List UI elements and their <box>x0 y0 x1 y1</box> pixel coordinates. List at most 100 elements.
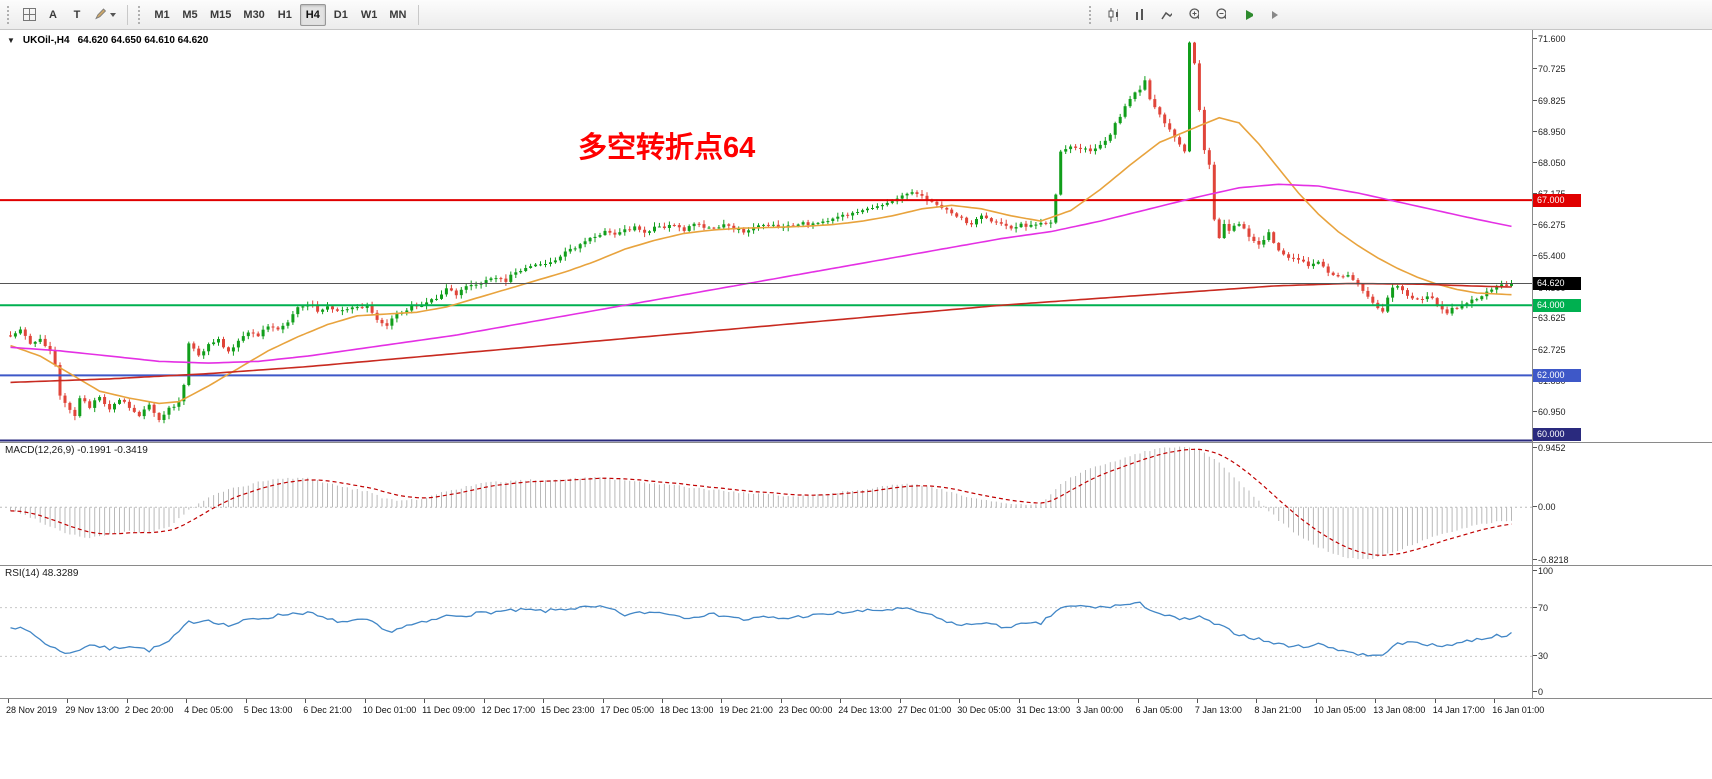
toolbar-grip[interactable] <box>7 5 13 24</box>
ma-slow-line <box>10 282 1512 384</box>
axis-tick-label: 30 <box>1532 651 1549 662</box>
axis-tick-label: 66.275 <box>1533 220 1566 231</box>
time-tick <box>1315 699 1317 703</box>
symbol-dropdown-arrow[interactable]: ▼ <box>7 36 15 45</box>
time-label: 17 Dec 05:00 <box>600 705 655 715</box>
time-label: 23 Dec 00:00 <box>778 705 833 715</box>
time-label: 16 Jan 01:00 <box>1492 705 1545 715</box>
time-tick <box>721 699 723 703</box>
axis-tick-label: 68.050 <box>1533 158 1566 169</box>
main-chart-canvas[interactable] <box>0 30 1532 442</box>
time-label: 11 Dec 09:00 <box>422 705 475 715</box>
rsi-panel[interactable]: RSI(14) 48.3289 <box>0 566 1532 699</box>
axis-tick-label: 68.950 <box>1533 126 1566 137</box>
timeframe-h4-button[interactable]: H4 <box>299 3 326 26</box>
timeframe-m5-button[interactable]: M5 <box>177 4 203 26</box>
timeframe-d1-button[interactable]: D1 <box>328 4 354 26</box>
time-label: 12 Dec 17:00 <box>481 705 536 715</box>
time-label: 3 Jan 00:00 <box>1076 705 1124 715</box>
timeframe-m30-button[interactable]: M30 <box>238 4 269 26</box>
time-tick <box>959 699 961 703</box>
time-axis[interactable]: 28 Nov 2019 29 Nov 13:00 2 Dec 20:00 4 Dec … <box>0 699 1712 779</box>
time-label: 31 Dec 13:00 <box>1016 705 1071 715</box>
toolbar: A T M1 M5 M15 M30 H1 H4 D1 W1 MN <box>0 0 1712 30</box>
price-axis[interactable]: 71.60070.72569.82568.95068.05067.17566.2… <box>1532 30 1712 443</box>
axis-tick-label: 71.600 <box>1533 33 1566 44</box>
candlestick-chart-icon[interactable] <box>1100 3 1125 26</box>
time-tick <box>1078 699 1080 703</box>
time-label: 8 Jan 21:00 <box>1254 705 1302 715</box>
auto-scroll-icon[interactable] <box>1235 3 1260 26</box>
macd-axis[interactable]: 0.9452 0.00 -0.8218 <box>1532 443 1712 566</box>
timeframe-w1-button[interactable]: W1 <box>356 4 383 26</box>
time-label: 7 Jan 13:00 <box>1194 705 1242 715</box>
time-tick <box>543 699 544 703</box>
macd-histogram <box>10 446 1512 560</box>
grid-icon <box>22 8 36 21</box>
axis-tick-label: 0.9452 <box>1533 443 1566 453</box>
time-tick <box>840 699 842 703</box>
chevron-down-icon <box>110 12 116 17</box>
axis-tick-label: 62.725 <box>1533 344 1566 355</box>
text-label-tool-button[interactable]: T <box>65 4 89 26</box>
chart-shift-icon[interactable] <box>1262 3 1287 26</box>
timeframe-mn-button[interactable]: MN <box>384 4 411 26</box>
time-tick <box>899 699 901 703</box>
time-label: 2 Dec 20:00 <box>124 705 174 715</box>
rsi-label: RSI(14) 48.3289 <box>5 568 78 579</box>
macd-name: MACD(12,26,9) <box>5 445 75 456</box>
time-tick <box>1434 699 1436 703</box>
time-label: 30 Dec 05:00 <box>957 705 1011 715</box>
macd-canvas[interactable] <box>0 443 1532 565</box>
time-label: 13 Jan 08:00 <box>1373 705 1426 715</box>
drawing-tools-dropdown[interactable] <box>89 4 121 26</box>
time-tick <box>1196 699 1198 703</box>
time-label: 29 Nov 13:00 <box>65 705 119 715</box>
symbol-timeframe-label: UKOil-,H4 <box>22 35 70 46</box>
toolbar-grip[interactable] <box>138 5 144 24</box>
axis-tick-label: 70.725 <box>1533 64 1566 75</box>
time-label: 19 Dec 21:00 <box>719 705 773 715</box>
timeframe-h1-button[interactable]: H1 <box>272 4 298 26</box>
bar-chart-icon[interactable] <box>1127 3 1152 26</box>
rsi-canvas[interactable] <box>0 566 1532 698</box>
grid-toggle-button[interactable] <box>17 4 41 26</box>
time-tick <box>780 699 782 703</box>
chart-header: ▼ UKOil-,H4 64.620 64.650 64.610 64.620 <box>7 35 208 46</box>
toolbar-grip[interactable] <box>1089 5 1095 24</box>
axis-tick-label: 0 <box>1532 687 1544 697</box>
rsi-axis[interactable]: 100 70 30 0 <box>1532 566 1712 699</box>
time-tick <box>1375 699 1377 703</box>
axis-tick-label: 0.00 <box>1533 502 1556 513</box>
ma-mid-line <box>10 183 1512 364</box>
macd-signal-line <box>10 448 1512 556</box>
candles-layer <box>9 41 1513 424</box>
time-tick <box>245 699 247 703</box>
line-chart-icon[interactable] <box>1154 3 1179 26</box>
time-label: 18 Dec 13:00 <box>659 705 714 715</box>
time-tick <box>1018 699 1020 703</box>
price-badge: 64.000 <box>1533 298 1581 312</box>
time-tick <box>8 699 9 703</box>
pencil-icon <box>94 7 107 23</box>
text-tool-button[interactable]: A <box>41 4 65 26</box>
price-badge: 67.000 <box>1533 193 1581 207</box>
macd-panel[interactable]: MACD(12,26,9) -0.1991 -0.3419 <box>0 443 1532 566</box>
axis-tick-label: 100 <box>1532 566 1554 576</box>
timeframe-m15-button[interactable]: M15 <box>205 4 236 26</box>
main-chart-panel[interactable]: ▼ UKOil-,H4 64.620 64.650 64.610 64.620 … <box>0 30 1532 443</box>
ohlc-quotes: 64.620 64.650 64.610 64.620 <box>77 35 209 46</box>
axis-tick-label: 65.400 <box>1533 251 1566 262</box>
time-label: 14 Jan 17:00 <box>1432 705 1485 715</box>
time-tick <box>661 699 663 703</box>
time-label: 28 Nov 2019 <box>6 705 58 715</box>
zoom-in-icon[interactable] <box>1181 3 1206 26</box>
axis-tick-label: -0.8218 <box>1533 554 1569 565</box>
time-tick <box>483 699 485 703</box>
chart-annotation-text[interactable]: 多空转折点64 <box>578 132 756 164</box>
zoom-out-icon[interactable] <box>1208 3 1233 26</box>
toolbar-right-group <box>1085 3 1288 26</box>
rsi-value: 48.3289 <box>42 568 79 579</box>
time-tick <box>364 699 366 703</box>
timeframe-m1-button[interactable]: M1 <box>149 4 175 26</box>
